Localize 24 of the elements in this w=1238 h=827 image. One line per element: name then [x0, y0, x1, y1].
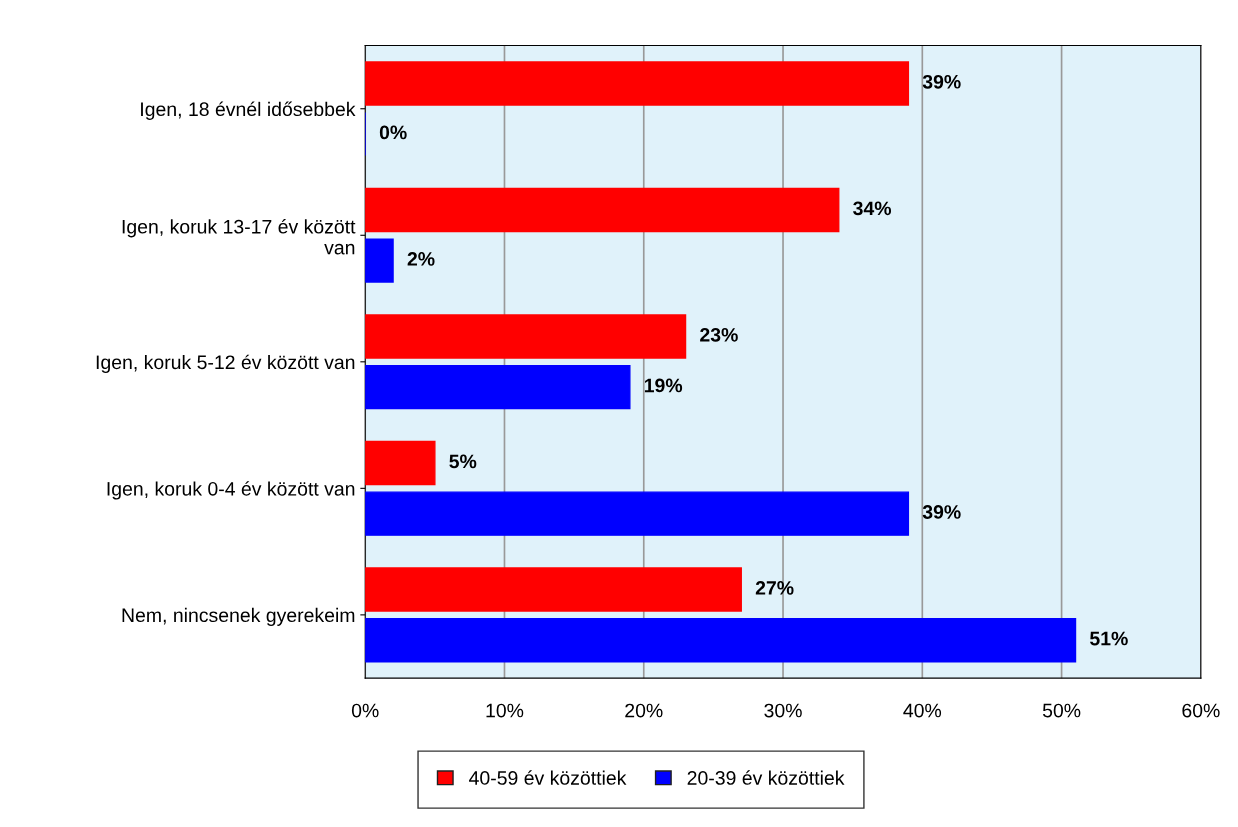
data-label: 34%: [853, 201, 892, 216]
y-tick-label: Igen, koruk 13-17 év között van: [122, 219, 356, 255]
y-tick-label: Igen, koruk 0-4 év között van: [107, 481, 355, 500]
data-label: 0%: [379, 125, 407, 140]
legend-label: 40-59 év közöttiek: [469, 770, 627, 785]
x-tick-label: 10%: [486, 703, 524, 718]
x-tick-label: 0%: [351, 703, 379, 718]
legend-label: 20-39 év közöttiek: [687, 770, 845, 785]
x-tick-label: 60%: [1182, 703, 1220, 718]
data-label: 19%: [644, 378, 683, 393]
data-label: 39%: [922, 74, 961, 89]
x-tick-label: 50%: [1042, 703, 1081, 718]
x-tick-label: 30%: [764, 703, 802, 718]
y-tick-label: Igen, 18 évnél idősebbek: [141, 101, 356, 120]
data-label: 27%: [755, 581, 794, 595]
data-label: 2%: [407, 252, 435, 266]
data-label: 39%: [922, 505, 961, 519]
y-tick-label: Nem, nincsenek gyerekeim: [122, 607, 355, 626]
x-tick-label: 20%: [625, 703, 663, 718]
x-tick-label: 40%: [903, 703, 942, 718]
data-label: 5%: [449, 454, 477, 469]
data-label: 51%: [1090, 631, 1128, 646]
data-label: 23%: [700, 327, 738, 342]
y-tick-label: Igen, koruk 5-12 év között van: [96, 354, 355, 374]
